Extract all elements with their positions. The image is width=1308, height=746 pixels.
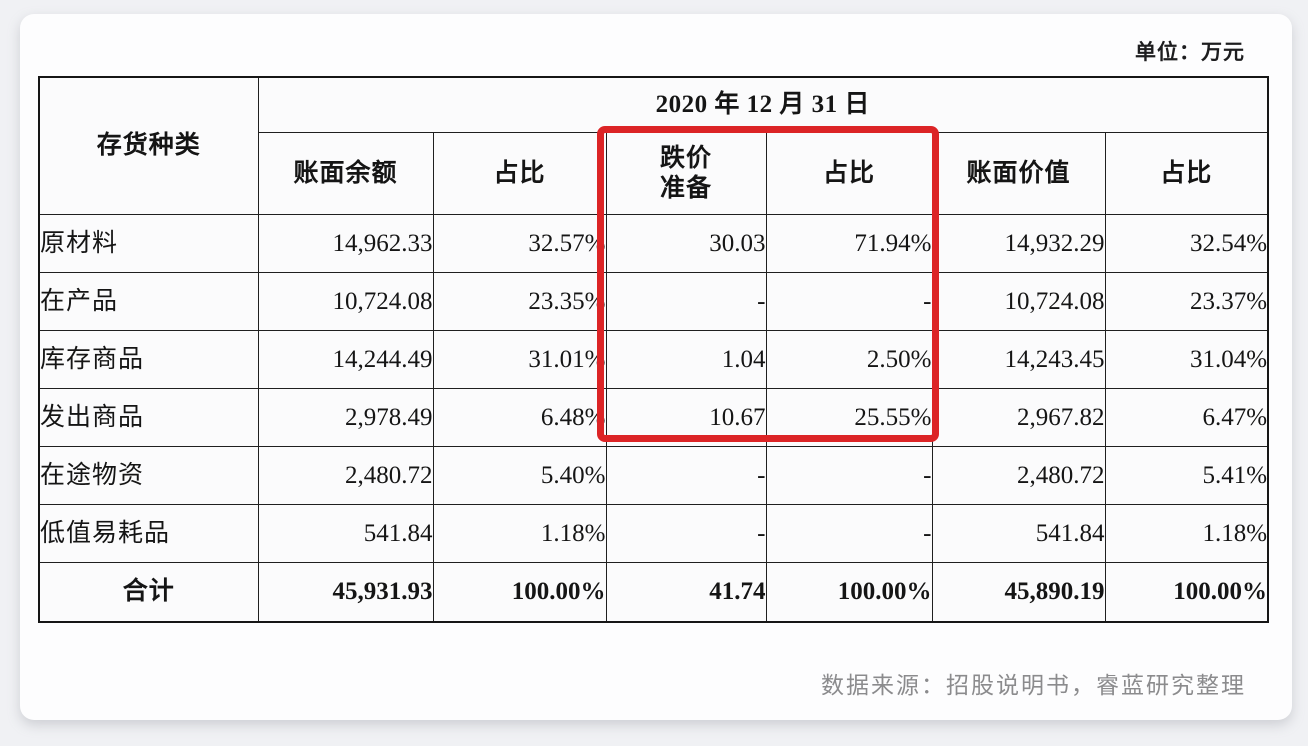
- table-row-finished-goods-stock: 库存商品 14,244.49 31.01% 1.04 2.50% 14,243.…: [38, 330, 1269, 389]
- cell: -: [605, 446, 767, 505]
- row-category: 库存商品: [38, 330, 259, 389]
- row-category: 低值易耗品: [38, 504, 259, 563]
- source-note: 数据来源：招股说明书，睿蓝研究整理: [821, 672, 1246, 698]
- cell: -: [765, 504, 933, 563]
- cell: 31.01%: [432, 330, 607, 389]
- table-row-raw-materials: 原材料 14,962.33 32.57% 30.03 71.94% 14,932…: [38, 214, 1269, 273]
- cell: 2,480.72: [257, 446, 434, 505]
- col-header-ratio-1: 占比: [432, 132, 607, 215]
- table-row-low-value-consumables: 低值易耗品 541.84 1.18% - - 541.84 1.18%: [38, 504, 1269, 563]
- row-category-total: 合计: [38, 562, 259, 623]
- cell: 10,724.08: [931, 272, 1106, 331]
- cell: 1.18%: [1104, 504, 1269, 563]
- cell: 10,724.08: [257, 272, 434, 331]
- cell: -: [605, 504, 767, 563]
- cell: 2,480.72: [931, 446, 1106, 505]
- cell: 6.48%: [432, 388, 607, 447]
- cell: 23.37%: [1104, 272, 1269, 331]
- cell: -: [765, 446, 933, 505]
- cell: 14,244.49: [257, 330, 434, 389]
- col-header-ratio-3: 占比: [1104, 132, 1269, 215]
- cell: 10.67: [605, 388, 767, 447]
- cell: 100.00%: [1104, 562, 1269, 623]
- cell: 14,962.33: [257, 214, 434, 273]
- table-row-total: 合计 45,931.93 100.00% 41.74 100.00% 45,89…: [38, 562, 1269, 623]
- unit-label: 单位：万元: [1135, 41, 1245, 64]
- cell: 41.74: [605, 562, 767, 623]
- cell: 541.84: [931, 504, 1106, 563]
- col-header-book-balance: 账面余额: [257, 132, 434, 215]
- row-category: 在途物资: [38, 446, 259, 505]
- cell: 14,932.29: [931, 214, 1106, 273]
- col-header-book-value: 账面价值: [931, 132, 1106, 215]
- cell: 6.47%: [1104, 388, 1269, 447]
- cell: 25.55%: [765, 388, 933, 447]
- col-header-date: 2020 年 12 月 31 日: [257, 76, 1269, 133]
- row-category: 原材料: [38, 214, 259, 273]
- row-category: 在产品: [38, 272, 259, 331]
- row-category: 发出商品: [38, 388, 259, 447]
- header-row-date: 存货种类 2020 年 12 月 31 日: [38, 76, 1269, 215]
- table-row-goods-in-transit: 在途物资 2,480.72 5.40% - - 2,480.72 5.41%: [38, 446, 1269, 505]
- cell: 5.40%: [432, 446, 607, 505]
- cell: 14,243.45: [931, 330, 1106, 389]
- col-header-inventory-type: 存货种类: [38, 76, 259, 215]
- cell: 100.00%: [765, 562, 933, 623]
- cell: 30.03: [605, 214, 767, 273]
- cell: 32.54%: [1104, 214, 1269, 273]
- col-header-ratio-2: 占比: [765, 132, 933, 215]
- cell: 100.00%: [432, 562, 607, 623]
- cell: 541.84: [257, 504, 434, 563]
- cell: -: [765, 272, 933, 331]
- cell: 2.50%: [765, 330, 933, 389]
- cell: 71.94%: [765, 214, 933, 273]
- cell: 1.18%: [432, 504, 607, 563]
- cell: 45,890.19: [931, 562, 1106, 623]
- table-row-work-in-progress: 在产品 10,724.08 23.35% - - 10,724.08 23.37…: [38, 272, 1269, 331]
- cell: 2,967.82: [931, 388, 1106, 447]
- cell: 45,931.93: [257, 562, 434, 623]
- col-header-impairment-provision: 跌价 准备: [605, 132, 767, 215]
- cell: 32.57%: [432, 214, 607, 273]
- cell: 31.04%: [1104, 330, 1269, 389]
- cell: 1.04: [605, 330, 767, 389]
- table-row-goods-shipped: 发出商品 2,978.49 6.48% 10.67 25.55% 2,967.8…: [38, 388, 1269, 447]
- cell: 5.41%: [1104, 446, 1269, 505]
- header-row-columns: 账面余额 占比 跌价 准备 占比 账面价值 占比: [39, 132, 1269, 215]
- cell: 23.35%: [432, 272, 607, 331]
- cell: -: [605, 272, 767, 331]
- inventory-table: 存货种类 2020 年 12 月 31 日 账面余额 占比 跌价 准备 占比 账…: [38, 76, 1270, 623]
- cell: 2,978.49: [257, 388, 434, 447]
